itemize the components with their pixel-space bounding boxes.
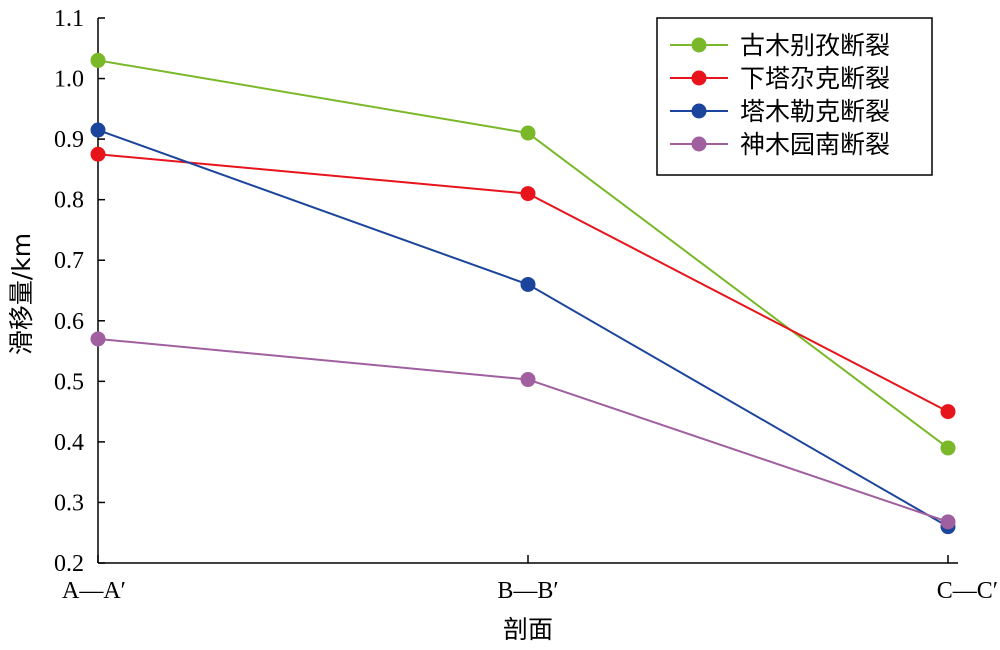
legend-marker [691,103,707,119]
legend-label: 下塔尕克断裂 [740,64,890,93]
legend-label: 神木园南断裂 [740,130,890,159]
y-tick-label: 0.6 [54,309,84,335]
x-tick-label: C—C′ [937,578,998,604]
legend-label: 塔木勒克断裂 [740,97,890,126]
data-point [520,276,536,292]
series-4 [90,331,956,530]
y-axis-title: 滑移量/km [7,233,36,355]
data-point [90,52,106,68]
y-tick-label: 0.3 [54,490,84,516]
data-point [520,125,536,141]
y-tick-label: 1.1 [54,6,84,32]
data-point [90,331,106,347]
data-point [90,146,106,162]
legend-marker [691,37,707,53]
series-2 [90,146,956,420]
x-axis-ticks: A—A′ B—B′ C—C′ [62,555,998,604]
y-tick-label: 0.2 [54,551,84,577]
y-tick-label: 0.5 [54,369,84,395]
legend-label: 古木别孜断裂 [740,31,890,60]
y-tick-label: 0.4 [54,430,84,456]
y-tick-label: 1.0 [54,67,84,93]
data-point [520,186,536,202]
x-tick-label: B—B′ [497,578,558,604]
series-group [90,52,956,535]
data-point [520,372,536,388]
y-tick-label: 0.8 [54,188,84,214]
data-point [940,404,956,420]
series-1 [90,52,956,456]
data-point [940,514,956,530]
legend-item: 塔木勒克断裂 [670,97,890,126]
y-axis-ticks: 0.2 0.3 0.4 0.5 0.6 0.7 0.8 0.9 1.0 1.1 [54,6,105,577]
data-point [940,440,956,456]
legend-item: 下塔尕克断裂 [670,64,890,93]
y-tick-label: 0.7 [54,248,84,274]
legend-marker [691,136,707,152]
legend-item: 古木别孜断裂 [670,31,890,60]
series-line [97,337,949,523]
data-point [90,122,106,138]
x-axis-title: 剖面 [503,615,553,644]
y-tick-label: 0.9 [54,127,84,153]
x-tick-label: A—A′ [62,578,126,604]
legend-item: 神木园南断裂 [670,130,890,159]
series-3 [90,122,956,535]
legend-marker [691,70,707,86]
